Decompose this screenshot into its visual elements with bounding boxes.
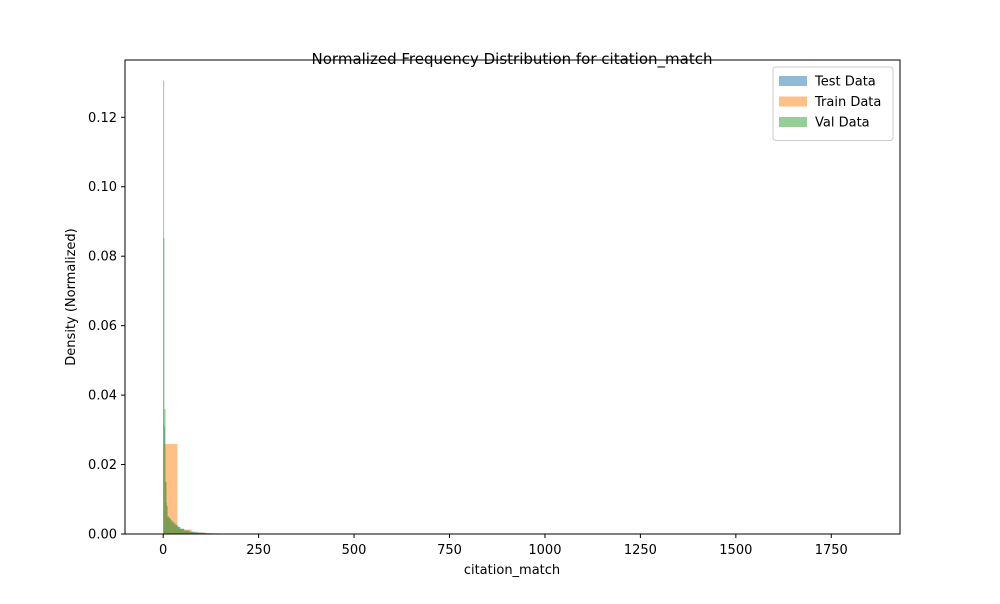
y-axis-label: Density (Normalized)	[64, 228, 79, 365]
histogram-bar	[179, 528, 184, 534]
histogram-bar	[169, 518, 171, 534]
legend-swatch	[779, 117, 807, 127]
y-tick-label: 0.04	[88, 389, 117, 404]
x-axis-ticks: 0 250 500 750 1000 1250 1500 1750	[159, 534, 848, 558]
legend-swatch	[779, 76, 807, 86]
legend-swatch	[779, 96, 807, 107]
legend-entry: Val Data	[815, 116, 870, 131]
x-tick-label: 250	[246, 543, 271, 558]
histogram-bar	[167, 516, 170, 534]
histogram-bar	[174, 525, 177, 534]
x-tick-label: 1500	[719, 543, 752, 558]
x-tick-label: 0	[159, 543, 167, 558]
histogram-bar	[188, 531, 194, 534]
legend: Test Data Train Data Val Data	[772, 66, 894, 141]
histogram-bar	[165, 481, 167, 534]
y-tick-label: 0.02	[88, 458, 117, 473]
x-tick-label: 1250	[624, 543, 657, 558]
histogram-bar	[163, 238, 165, 534]
legend-entry: Test Data	[814, 75, 876, 90]
histogram-bar	[183, 530, 189, 534]
x-tick-label: 1750	[815, 543, 848, 558]
histogram-bar	[193, 532, 202, 534]
histogram-bar	[170, 521, 173, 534]
x-tick-label: 750	[437, 543, 462, 558]
plot-frame	[124, 59, 901, 535]
histogram-bar	[176, 527, 180, 534]
y-axis-ticks: 0.00 0.02 0.04 0.06 0.08 0.10 0.12	[88, 111, 125, 543]
x-axis-label: citation_match	[464, 563, 560, 578]
histogram-bar	[166, 506, 168, 534]
legend-entry: Train Data	[814, 95, 881, 110]
x-tick-label: 500	[342, 543, 367, 558]
histogram-bar	[164, 408, 166, 534]
y-tick-label: 0.12	[88, 111, 117, 126]
y-tick-label: 0.10	[88, 180, 117, 195]
y-tick-label: 0.00	[88, 528, 117, 543]
y-tick-label: 0.08	[88, 250, 117, 265]
histogram-bar	[172, 523, 175, 534]
y-tick-label: 0.06	[88, 319, 117, 334]
x-tick-label: 1000	[528, 543, 561, 558]
